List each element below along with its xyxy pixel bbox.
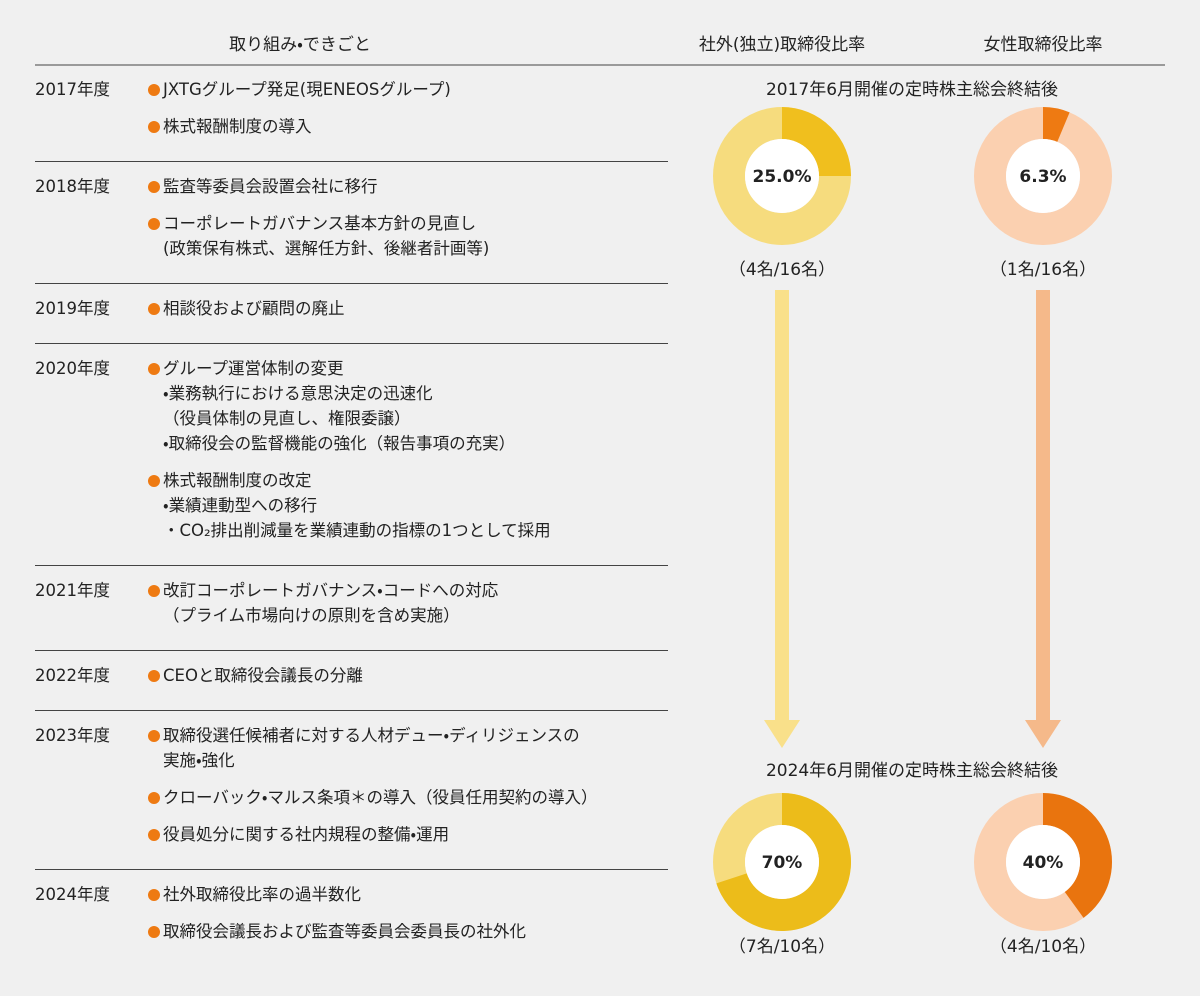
donut-label: 6.3% [1019,167,1066,187]
event-text: JXTGグループ発足(現ENEOSグループ) [147,77,451,102]
year: 2018年度 [35,177,110,196]
items: CEOと取締役会議長の分離 [147,663,363,688]
items: 社外取締役比率の過半数化 取締役会議長および監査等委員会委員長の社外化 [147,882,526,944]
event-text: 株式報酬制度の導入 [147,114,451,139]
event-item: CEOと取締役会議長の分離 [147,663,363,688]
header-outside: 社外(独立)取締役比率 [699,35,865,55]
event-row: 2022年度 CEOと取締役会議長の分離 [35,651,668,711]
header-events: 取り組み・できごと [229,35,371,55]
event-row: 2024年度 社外取締役比率の過半数化 取締役会議長および監査等委員会委員長の社外化 [35,870,668,966]
event-item: グループ運営体制の変更・業務執行における意思決定の迅速化 （役員体制の見直し、権限… [147,356,551,456]
donut-hole [1006,825,1080,899]
year: 2023年度 [35,726,110,745]
arrow-head [1025,720,1061,748]
event-item: 役員処分に関する社内規程の整備・運用 [147,822,597,847]
event-text: ・業務執行における意思決定の迅速化 [163,384,433,403]
event-item: 社外取締役比率の過半数化 [147,882,526,907]
snapshot-caption: 2024年6月開催の定時株主総会終結後 [766,761,1058,781]
items: JXTGグループ発足(現ENEOSグループ) 株式報酬制度の導入 [147,77,451,139]
event-text: グループ運営体制の変更 [147,356,551,381]
snapshot-caption: 2017年6月開催の定時株主総会終結後 [766,80,1058,100]
event-text: (政策保有株式、選解任方針、後継者計画等) [163,239,490,258]
event-row: 2018年度 監査等委員会設置会社に移行 コーポレートガバナンス基本方針の見直し (政… [35,162,668,284]
events-list: 2017年度 JXTGグループ発足(現ENEOSグループ) 株式報酬制度の導入 201… [35,65,668,966]
member-count: （1名/16名） [990,260,1096,280]
event-text: 監査等委員会設置会社に移行 [147,174,489,199]
event-text: ・CO₂排出削減量を業績連動の指標の1つとして採用 [163,521,551,540]
arrow-head [764,720,800,748]
year: 2021年度 [35,581,110,600]
event-text: 社外取締役比率の過半数化 [147,882,526,907]
event-item: 株式報酬制度の改定・業績連動型への移行・CO₂排出削減量を業績連動の指標の1つと… [147,468,551,543]
event-text: 実施・強化 [163,751,235,770]
event-text: CEOと取締役会議長の分離 [147,663,363,688]
event-text: 相談役および顧問の廃止 [147,296,345,321]
donut-label: 40% [1023,853,1064,873]
event-item: コーポレートガバナンス基本方針の見直し (政策保有株式、選解任方針、後継者計画等) [147,211,489,261]
year: 2022年度 [35,666,110,685]
year: 2019年度 [35,299,110,318]
event-item: 株式報酬制度の導入 [147,114,451,139]
event-text: 取締役選任候補者に対する人材デュー・ディリジェンスの [147,723,597,748]
arrow-shaft [775,290,789,720]
donut-segment [716,793,851,931]
event-text: 改訂コーポレートガバナンス・コードへの対応 [147,578,498,603]
event-row: 2021年度 改訂コーポレートガバナンス・コードへの対応 （プライム市場向けの原則を… [35,566,668,651]
donut-hole [745,139,819,213]
event-text: ・業績連動型への移行 [163,496,318,515]
year: 2024年度 [35,885,110,904]
event-text: （プライム市場向けの原則を含め実施） [163,606,460,625]
event-item: クローバック・マルス条項＊の導入（役員任用契約の導入） [147,785,597,810]
header-female: 女性取締役比率 [984,35,1103,55]
event-text: 株式報酬制度の改定 [147,468,551,493]
member-count: （4名/10名） [990,937,1096,957]
event-text: ・取締役会の監督機能の強化（報告事項の充実） [163,434,516,453]
donut-hole [745,825,819,899]
event-row: 2020年度 グループ運営体制の変更・業務執行における意思決定の迅速化 （役員体制の… [35,344,668,566]
items: グループ運営体制の変更・業務執行における意思決定の迅速化 （役員体制の見直し、権限… [147,356,551,543]
event-item: 取締役会議長および監査等委員会委員長の社外化 [147,919,526,944]
donut-hole [1006,139,1080,213]
event-row: 2019年度 相談役および顧問の廃止 [35,284,668,344]
member-count: （7名/10名） [729,937,835,957]
items: 監査等委員会設置会社に移行 コーポレートガバナンス基本方針の見直し (政策保有株式、… [147,174,489,261]
donut-segment [782,107,851,176]
event-item: JXTGグループ発足(現ENEOSグループ) [147,77,451,102]
event-text: 役員処分に関する社内規程の整備・運用 [147,822,597,847]
year: 2017年度 [35,80,110,99]
items: 取締役選任候補者に対する人材デュー・ディリジェンスの実施・強化クローバック・マル… [147,723,597,847]
donut-label: 70% [762,853,803,873]
event-text: クローバック・マルス条項＊の導入（役員任用契約の導入） [147,785,597,810]
event-text: コーポレートガバナンス基本方針の見直し [147,211,489,236]
event-item: 改訂コーポレートガバナンス・コードへの対応 （プライム市場向けの原則を含め実施） [147,578,498,628]
donut-label: 25.0% [753,167,812,187]
items: 相談役および顧問の廃止 [147,296,345,321]
items: 改訂コーポレートガバナンス・コードへの対応 （プライム市場向けの原則を含め実施） [147,578,498,628]
event-row: 2023年度 取締役選任候補者に対する人材デュー・ディリジェンスの実施・強化クロー… [35,711,668,870]
donut-segment [1043,793,1112,918]
event-text: （役員体制の見直し、権限委譲） [163,409,411,428]
event-text: 取締役会議長および監査等委員会委員長の社外化 [147,919,526,944]
member-count: （4名/16名） [729,260,835,280]
event-row: 2017年度 JXTGグループ発足(現ENEOSグループ) 株式報酬制度の導入 [35,65,668,162]
arrow-shaft [1036,290,1050,720]
year: 2020年度 [35,359,110,378]
event-item: 取締役選任候補者に対する人材デュー・ディリジェンスの実施・強化 [147,723,597,773]
event-item: 相談役および顧問の廃止 [147,296,345,321]
donut-segment [1043,107,1070,142]
event-item: 監査等委員会設置会社に移行 [147,174,489,199]
